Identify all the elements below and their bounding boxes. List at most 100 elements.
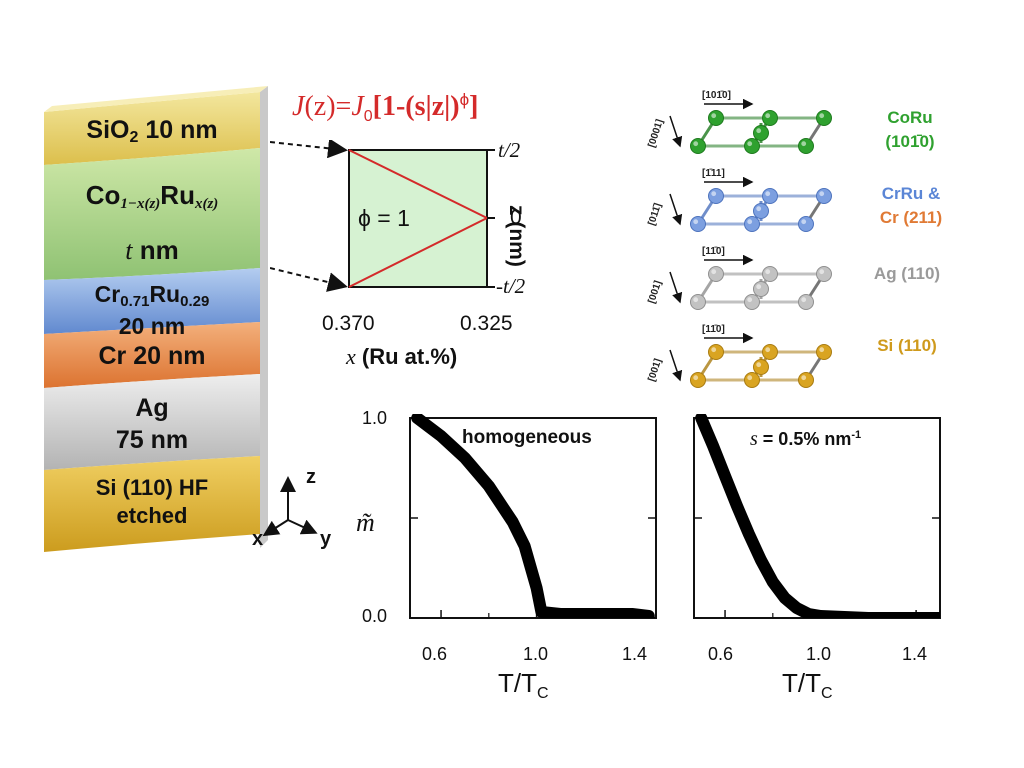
axes-triad	[262, 476, 318, 537]
mag-curve	[695, 414, 940, 618]
lattice-atom	[690, 138, 706, 154]
lattice-crru: [1̄11] [011̄]	[646, 168, 832, 232]
lattice-atom	[762, 266, 778, 282]
mag-panel1-xtick-1: 1.0	[523, 644, 549, 664]
layer-sio2-shape	[44, 92, 260, 165]
lattice-label-ag: Ag (110)	[873, 264, 941, 283]
profile-xtick-left: 0.370	[322, 312, 375, 335]
layer-si-shape	[44, 456, 260, 552]
lattice-atom	[816, 266, 832, 282]
layer-crru-label: Cr0.71Ru0.29 20 nm	[94, 281, 210, 339]
connector-top	[270, 140, 348, 159]
lattice-side-dir-label: [011̄]	[646, 202, 664, 227]
x-axis-arrow	[262, 519, 289, 537]
mag-ytick-top: 1.0	[362, 408, 388, 428]
lattice-top-dir-label: [1̄11]	[702, 168, 725, 179]
mag-ytick-bottom: 0.0	[362, 606, 388, 626]
lattice-side-dir-label: [0001]	[646, 118, 665, 149]
lattice-atom	[744, 216, 760, 232]
lattice-side-arrow	[669, 193, 683, 226]
lattice-atom	[708, 344, 724, 360]
mag-panel1-xtick-0: 0.6	[422, 644, 448, 664]
mag-panel1-title: homogeneous	[462, 427, 592, 448]
mag-curve	[411, 414, 655, 618]
lattice-top-dir-label: [11̄0]	[702, 324, 725, 335]
lattice-si: [11̄0] [001]	[646, 324, 832, 388]
mag-panel1-xlabel: T/TC	[498, 668, 549, 702]
lattice-atom	[816, 110, 832, 126]
lattice-atom	[798, 216, 814, 232]
lattice-atom	[753, 281, 769, 297]
exchange-formula: J(z)=J0[1-(s|z|)ϕ]	[292, 90, 479, 125]
layer-cr-shape	[44, 322, 260, 388]
layer-sio2-label: SiO2 10 nm	[86, 116, 218, 146]
lattice-top-dir-label: [101̄0]	[702, 90, 731, 101]
layer-si-label: Si (110) HF etched	[95, 475, 209, 528]
lattice-atom	[708, 266, 724, 282]
profile-xlabel: x (Ru at.%)	[346, 344, 458, 369]
mag-panel-frame	[693, 417, 941, 619]
lattice-atom	[708, 110, 724, 126]
mag-panel2-title: s = 0.5% nm-1	[750, 428, 862, 450]
mag-panel2-xtick-2: 1.4	[902, 644, 928, 664]
lattice-atom	[762, 188, 778, 204]
mag-panel2-xtick-0: 0.6	[708, 644, 734, 664]
lattice-label-coru: CoRu (101̄0)	[885, 108, 935, 151]
lattice-atom	[690, 372, 706, 388]
lattice-label-crru: CrRu & Cr (211)	[879, 184, 943, 227]
layer-ag-shape	[44, 374, 260, 470]
lattice-side-arrow	[669, 115, 683, 148]
lattice-atom	[762, 344, 778, 360]
profile-plot-box	[348, 149, 488, 288]
lattice-atom	[744, 372, 760, 388]
lattice-side-dir-label: [001]	[646, 279, 664, 305]
profile-ytick-mid: 0	[510, 206, 522, 229]
lattice-atom	[816, 188, 832, 204]
layer-cr-label: Cr 20 nm	[98, 342, 206, 370]
lattice-top-dir-label: [11̄0]	[702, 246, 725, 257]
lattice-atom	[708, 188, 724, 204]
stack-top-face	[44, 86, 268, 112]
profile-ytick-bottom: -t/2	[496, 274, 526, 298]
z-axis-label: z	[306, 466, 316, 488]
layer-coru-shape	[44, 148, 260, 280]
y-axis-arrow	[287, 519, 318, 535]
y-axis-label: y	[320, 528, 332, 550]
mag-ylabel: m̃	[356, 508, 375, 537]
lattice-side-dir-label: [001]	[646, 357, 664, 383]
layer-coru-label: Co1−x(z)Rux(z) t nm	[85, 180, 219, 265]
lattice-label-si: Si (110)	[877, 336, 937, 355]
lattice-ag: [11̄0] [001]	[646, 246, 832, 310]
lattice-atom	[753, 359, 769, 375]
lattice-side-arrow	[669, 349, 683, 382]
layer-crru-shape	[44, 268, 260, 334]
profile-plot	[270, 140, 495, 292]
lattice-diagrams: [101̄0][0001][1̄11][011̄][11̄0][001][11̄…	[646, 90, 832, 388]
phi-label: ϕ = 1	[358, 205, 410, 231]
lattice-atom	[762, 110, 778, 126]
mag-panel-1	[409, 414, 657, 619]
mag-panel-2	[693, 414, 941, 619]
x-axis-label: x	[252, 528, 264, 550]
lattice-atom	[753, 203, 769, 219]
mag-panel1-xtick-2: 1.4	[622, 644, 648, 664]
lattice-side-arrow	[669, 271, 683, 304]
layer-ag-label: Ag 75 nm	[115, 394, 189, 454]
lattice-coru: [101̄0] [0001]	[646, 90, 832, 154]
lattice-atom	[744, 294, 760, 310]
lattice-atom	[798, 138, 814, 154]
mag-panel2-xtick-1: 1.0	[806, 644, 832, 664]
lattice-atom	[816, 344, 832, 360]
mag-panel2-xlabel: T/TC	[782, 668, 833, 702]
profile-ylabel: z (nm)	[505, 205, 528, 267]
profile-ytick-top: t/2	[498, 138, 521, 162]
lattice-atom	[744, 138, 760, 154]
profile-xtick-right: 0.325	[460, 312, 513, 335]
lattice-atom	[798, 372, 814, 388]
lattice-atom	[798, 294, 814, 310]
connector-bottom	[270, 267, 348, 292]
lattice-atom	[690, 216, 706, 232]
lattice-atom	[690, 294, 706, 310]
magnetization-plots	[409, 414, 941, 619]
lattice-atom	[753, 125, 769, 141]
